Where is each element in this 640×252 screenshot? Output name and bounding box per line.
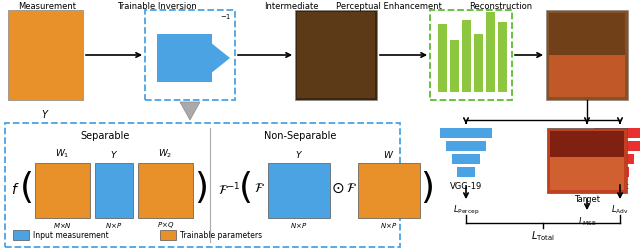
- Bar: [452, 154, 480, 164]
- Bar: [457, 167, 475, 177]
- Text: ): ): [420, 171, 434, 205]
- Bar: [547, 128, 627, 193]
- Bar: [8, 10, 83, 100]
- Text: $N{\times}P$: $N{\times}P$: [106, 220, 123, 230]
- Bar: [13, 230, 29, 240]
- Bar: [145, 10, 235, 100]
- Bar: [138, 163, 193, 217]
- Text: $W$: $W$: [383, 148, 395, 160]
- Bar: [550, 131, 624, 157]
- Bar: [160, 230, 176, 240]
- Bar: [486, 12, 495, 92]
- Text: (: (: [239, 171, 253, 205]
- Text: $L_{\mathrm{Total}}$: $L_{\mathrm{Total}}$: [531, 229, 555, 243]
- Bar: [35, 163, 90, 217]
- Bar: [606, 154, 634, 164]
- Text: Separable: Separable: [80, 131, 130, 141]
- Bar: [95, 163, 133, 217]
- Bar: [462, 20, 471, 92]
- Text: Trainable Inversion: Trainable Inversion: [117, 2, 196, 11]
- Text: Input measurement: Input measurement: [33, 231, 109, 239]
- Bar: [157, 34, 212, 82]
- Text: ): ): [194, 171, 208, 205]
- Bar: [594, 128, 640, 138]
- Text: $\mathcal{F}^{-1}$: $\mathcal{F}^{-1}$: [218, 182, 241, 198]
- Bar: [550, 154, 624, 190]
- Bar: [549, 52, 625, 97]
- Bar: [600, 141, 640, 151]
- Bar: [430, 10, 512, 100]
- Text: $f$: $f$: [11, 182, 19, 198]
- Bar: [446, 141, 486, 151]
- Text: Measurement: Measurement: [18, 2, 76, 11]
- Text: $Y$: $Y$: [295, 148, 303, 160]
- Text: $W_2$: $W_2$: [158, 147, 173, 160]
- Bar: [611, 167, 629, 177]
- Text: Target: Target: [574, 195, 600, 204]
- Text: $Y$: $Y$: [41, 108, 50, 120]
- Text: Trainable parameters: Trainable parameters: [180, 231, 262, 239]
- Bar: [450, 40, 459, 92]
- Text: $N{\times}P$: $N{\times}P$: [380, 220, 397, 230]
- Text: Intermediate: Intermediate: [264, 2, 319, 11]
- Bar: [268, 163, 330, 217]
- Bar: [440, 128, 492, 138]
- Bar: [358, 163, 420, 217]
- Text: $Y$: $Y$: [110, 148, 118, 160]
- Bar: [498, 22, 507, 92]
- Bar: [438, 24, 447, 92]
- Bar: [295, 10, 377, 100]
- Text: $\mathcal{F}$: $\mathcal{F}$: [254, 181, 265, 195]
- Text: $L_{\mathrm{Percep}}$: $L_{\mathrm{Percep}}$: [452, 204, 479, 217]
- Polygon shape: [180, 102, 200, 120]
- Polygon shape: [212, 44, 230, 72]
- Text: Non-Separable: Non-Separable: [264, 131, 336, 141]
- Text: $L_{\mathrm{Adv}}$: $L_{\mathrm{Adv}}$: [611, 204, 629, 216]
- Bar: [546, 10, 628, 100]
- Text: $\odot$: $\odot$: [332, 180, 345, 196]
- Text: $\mathcal{F}$: $\mathcal{F}$: [346, 181, 357, 195]
- Text: $N{\times}P$: $N{\times}P$: [291, 220, 308, 230]
- Bar: [549, 13, 625, 55]
- Text: Reconstruction: Reconstruction: [469, 2, 532, 11]
- Text: Disc: Disc: [611, 182, 629, 191]
- Text: $L_{\mathrm{MSE}}$: $L_{\mathrm{MSE}}$: [577, 215, 596, 228]
- Text: $P{\times}Q$: $P{\times}Q$: [157, 220, 174, 231]
- Text: (: (: [20, 171, 34, 205]
- Text: $M{\times}N$: $M{\times}N$: [53, 220, 72, 230]
- Bar: [474, 34, 483, 92]
- Text: $^{-1}$: $^{-1}$: [220, 14, 231, 24]
- Text: Perceptual Enhancement: Perceptual Enhancement: [336, 2, 442, 11]
- Text: $W_1$: $W_1$: [55, 147, 70, 160]
- Text: VGG-19: VGG-19: [450, 182, 482, 191]
- Bar: [297, 12, 375, 98]
- Bar: [5, 123, 400, 247]
